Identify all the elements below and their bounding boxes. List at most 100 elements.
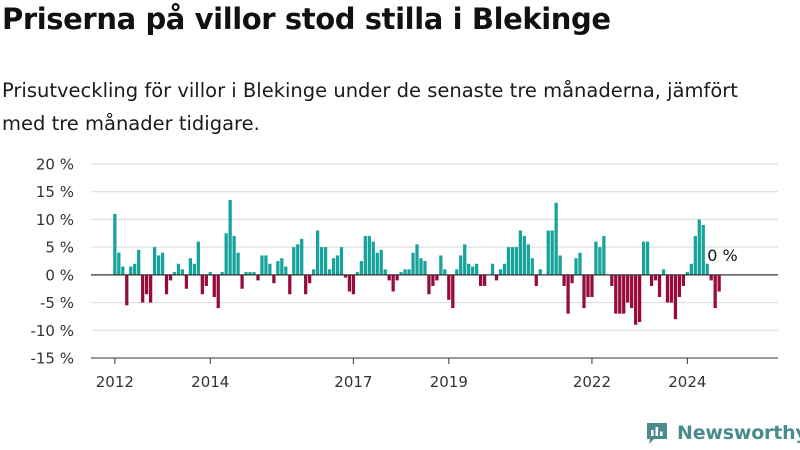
y-tick-label: 5 % <box>45 239 74 257</box>
y-axis-tick-labels: -15 % -10 % -5 % 0 % 5 % 10 % 15 % 20 % <box>30 156 74 368</box>
bar <box>558 255 562 275</box>
bar <box>522 236 526 275</box>
bar <box>133 263 137 275</box>
bar <box>125 274 129 306</box>
bar <box>490 263 495 275</box>
bar <box>502 263 507 275</box>
bar <box>296 244 300 275</box>
bar <box>411 252 415 275</box>
bar <box>451 274 455 309</box>
bar <box>475 263 479 275</box>
bar <box>494 274 499 281</box>
bar <box>240 274 244 289</box>
bar <box>673 274 678 320</box>
bar <box>292 247 296 275</box>
bar <box>367 236 371 275</box>
bar <box>228 200 232 275</box>
bar <box>339 247 344 275</box>
bar <box>510 247 515 275</box>
bar <box>375 252 379 275</box>
bar <box>335 255 340 275</box>
bar <box>415 244 419 275</box>
bar <box>586 274 590 298</box>
bar <box>407 269 411 275</box>
bar <box>172 272 177 275</box>
bar <box>498 269 503 275</box>
bar <box>435 274 439 281</box>
bar <box>152 247 157 275</box>
bar <box>331 258 336 275</box>
bar <box>395 274 399 281</box>
x-axis: 2012 2014 2017 2019 2022 2024 <box>91 274 778 391</box>
bar <box>288 274 292 295</box>
bar <box>566 274 570 314</box>
gridlines <box>91 163 778 359</box>
bar <box>312 269 316 275</box>
bar <box>323 247 328 275</box>
bar <box>657 274 662 298</box>
bar <box>232 236 236 275</box>
bar <box>713 274 717 309</box>
bar <box>403 269 407 275</box>
bar <box>355 272 359 275</box>
bar <box>645 241 650 275</box>
bar <box>399 272 403 275</box>
bar <box>141 274 145 303</box>
brand-logo: Newsworthy <box>644 420 800 446</box>
bar <box>121 266 125 275</box>
bar <box>260 255 264 275</box>
bar <box>626 274 630 303</box>
bar <box>701 224 705 275</box>
bar <box>610 274 614 286</box>
bar <box>431 274 435 286</box>
bar <box>677 274 682 298</box>
bar <box>570 274 574 284</box>
bar <box>594 241 598 275</box>
x-tick-label: 2012 <box>96 373 134 391</box>
bar <box>459 255 463 275</box>
bar <box>192 263 196 275</box>
bar <box>634 274 638 325</box>
bar <box>514 247 519 275</box>
bar <box>371 241 375 275</box>
bar <box>717 274 721 292</box>
bar <box>443 269 447 275</box>
bar <box>264 255 268 275</box>
bar <box>216 274 220 309</box>
bar <box>661 269 666 275</box>
bar <box>530 258 534 275</box>
bar <box>534 274 538 286</box>
x-tick-label: 2022 <box>573 373 611 391</box>
bar <box>304 274 308 295</box>
bar <box>244 272 248 275</box>
bar <box>526 244 530 275</box>
bar <box>168 274 173 281</box>
bar <box>343 274 348 278</box>
y-tick-label: 20 % <box>36 156 74 174</box>
bar <box>439 255 443 275</box>
bar <box>113 213 117 275</box>
bar <box>129 266 133 275</box>
bar <box>196 241 200 275</box>
bar <box>276 261 280 275</box>
bar <box>427 274 431 295</box>
x-tick-label: 2019 <box>430 373 468 391</box>
bar <box>224 233 228 275</box>
bar <box>638 274 642 322</box>
bar <box>653 274 658 281</box>
bar <box>387 274 391 281</box>
bar <box>248 272 252 275</box>
bar <box>471 266 475 275</box>
bar <box>351 274 356 295</box>
bar <box>546 230 550 275</box>
bar <box>685 272 689 275</box>
bar <box>423 261 427 275</box>
bar <box>300 238 304 275</box>
bar <box>256 274 260 281</box>
bar <box>184 274 189 289</box>
chart-title: Priserna på villor stod stilla i Bleking… <box>2 2 611 36</box>
bar <box>467 263 471 275</box>
bar <box>176 263 181 275</box>
bar <box>554 202 558 275</box>
y-tick-label: -5 % <box>40 294 74 312</box>
